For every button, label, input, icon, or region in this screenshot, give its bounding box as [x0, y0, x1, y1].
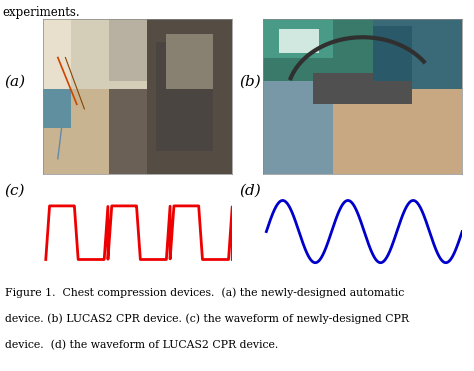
Bar: [43, 19, 147, 89]
Bar: [43, 89, 71, 128]
Bar: [109, 19, 156, 81]
Bar: [166, 34, 213, 89]
Bar: [263, 19, 373, 81]
Bar: [373, 19, 462, 89]
Bar: [263, 19, 333, 58]
Text: device.  (d) the waveform of LUCAS2 CPR device.: device. (d) the waveform of LUCAS2 CPR d…: [5, 339, 278, 350]
Text: (a): (a): [5, 74, 26, 88]
Bar: [323, 89, 462, 174]
Bar: [279, 29, 319, 53]
Bar: [313, 73, 412, 104]
Bar: [156, 42, 213, 151]
Text: experiments.: experiments.: [2, 6, 80, 19]
Bar: [263, 81, 333, 174]
Bar: [373, 26, 412, 81]
Bar: [43, 89, 109, 174]
Text: device. (b) LUCAS2 CPR device. (c) the waveform of newly-designed CPR: device. (b) LUCAS2 CPR device. (c) the w…: [5, 313, 409, 324]
Bar: [71, 19, 147, 89]
Text: (d): (d): [239, 184, 261, 198]
Text: (b): (b): [239, 74, 261, 88]
Bar: [147, 19, 232, 174]
Text: Figure 1.  Chest compression devices.  (a) the newly-designed automatic: Figure 1. Chest compression devices. (a)…: [5, 288, 404, 298]
Text: (c): (c): [5, 184, 25, 198]
